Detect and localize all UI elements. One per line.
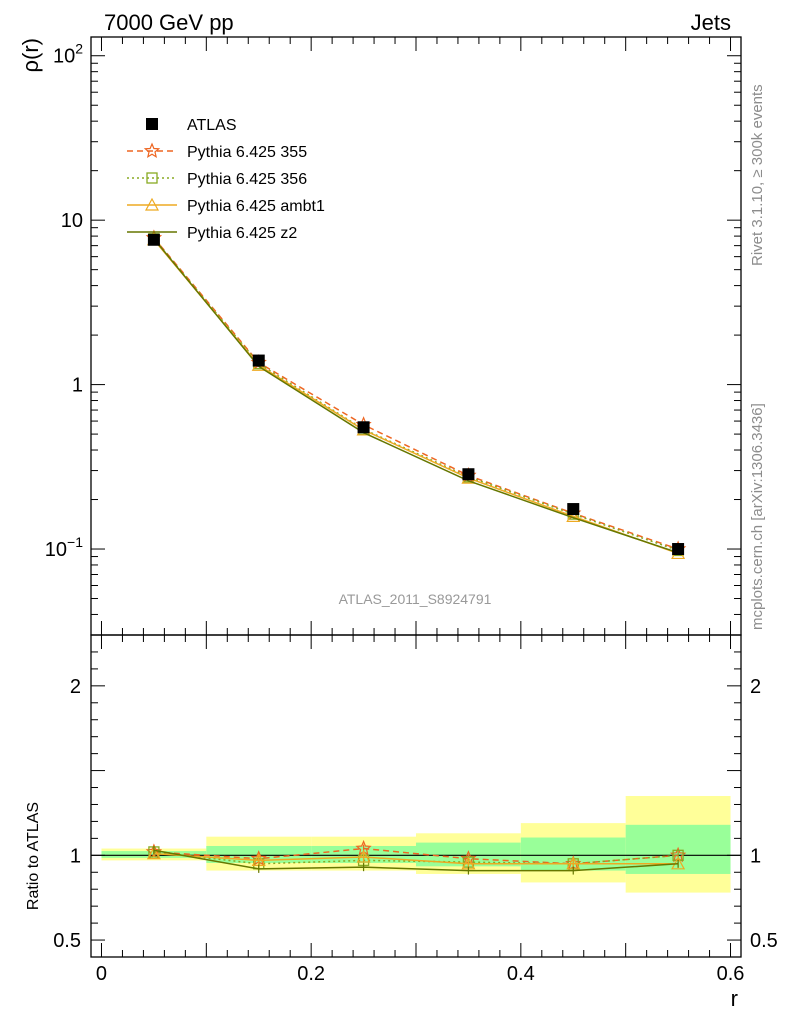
side-text-lower: mcplots.cern.ch [arXiv:1306.3436] [749,403,766,630]
data-point [147,233,160,246]
y-tick-base: 10 [61,210,83,232]
ratio-y-tick-label-right: 2 [750,676,761,698]
main-series-pythia-6-425-z2 [153,238,679,554]
legend-entry: Pythia 6.425 355 [127,142,307,161]
side-text-upper: Rivet 3.1.10, ≥ 300k events [749,84,766,266]
series-point [356,849,371,863]
legend-entry: Pythia 6.425 356 [127,171,307,188]
legend-entry: Pythia 6.425 z2 [127,225,297,242]
data-point [146,118,158,130]
legend-entry: Pythia 6.425 ambt1 [127,197,325,215]
ratio-y-tick-label-right: 1 [750,845,761,867]
series-point [146,846,161,860]
legend-entry: ATLAS [146,117,237,134]
ratio-series-line [153,849,679,872]
data-point [357,421,370,434]
y-tick-base: 1 [72,375,83,397]
legend-label: Pythia 6.425 356 [187,171,307,188]
main-series-line [153,238,679,552]
ratio-series-line [153,852,679,865]
ratio-y-tick-label-left: 0.5 [53,930,81,952]
main-series-pythia-6-425-355 [145,229,687,556]
header-right: Jets [691,10,731,35]
header-left: 7000 GeV pp [104,10,234,35]
series-layer [145,229,687,875]
legend-label: Pythia 6.425 ambt1 [187,198,325,215]
main-ylabel: ρ(r) [18,38,43,73]
x-tick-label: 0.2 [297,963,325,985]
legend-label: Pythia 6.425 355 [187,144,307,161]
main-series-line [153,238,679,554]
main-series-pythia-6-425-356 [148,233,684,557]
y-tick-label: 102 [53,41,83,68]
series-point [144,197,160,211]
main-series-pythia-6-425-ambt1 [146,232,686,560]
series-point [146,172,158,184]
legend-label: Pythia 6.425 z2 [187,225,297,242]
legend-label: ATLAS [187,117,237,134]
series-point [143,142,161,158]
y-tick-label: 1 [72,375,83,397]
main-series-line [153,237,679,550]
ratio-series-pythia-6-425-z2 [153,846,679,875]
ratio-ylabel: Ratio to ATLAS [25,802,42,910]
ratio-y-tick-label-left: 1 [70,845,81,867]
y-tick-exponent: −1 [67,534,83,550]
y-tick-base: 10 [53,46,75,68]
ratio-y-tick-label-left: 2 [70,676,81,698]
ratio-xlabel: r [731,986,738,1011]
ratio-series-line [153,847,679,865]
y-tick-base: 10 [45,539,67,561]
main-series-line [153,239,679,555]
legend: ATLAS Pythia 6.425 355 Pythia 6.425 356 Pyt… [127,117,325,242]
x-tick-label: 0.6 [717,963,745,985]
ratio-uncertainty-bands [101,796,731,893]
y-tick-label: 10 [61,210,83,232]
data-point [252,354,265,367]
x-tick-label: 0.4 [507,963,535,985]
main-series-atlas [147,233,685,556]
data-point [672,543,685,556]
data-point [462,468,475,481]
x-tick-label: 0 [96,963,107,985]
y-tick-label: 10−1 [45,534,83,561]
data-point [567,503,580,516]
y-tick-exponent: 2 [75,41,83,57]
analysis-watermark: ATLAS_2011_S8924791 [339,591,492,607]
series-point [566,509,581,522]
ratio-y-tick-label-right: 0.5 [750,930,778,952]
